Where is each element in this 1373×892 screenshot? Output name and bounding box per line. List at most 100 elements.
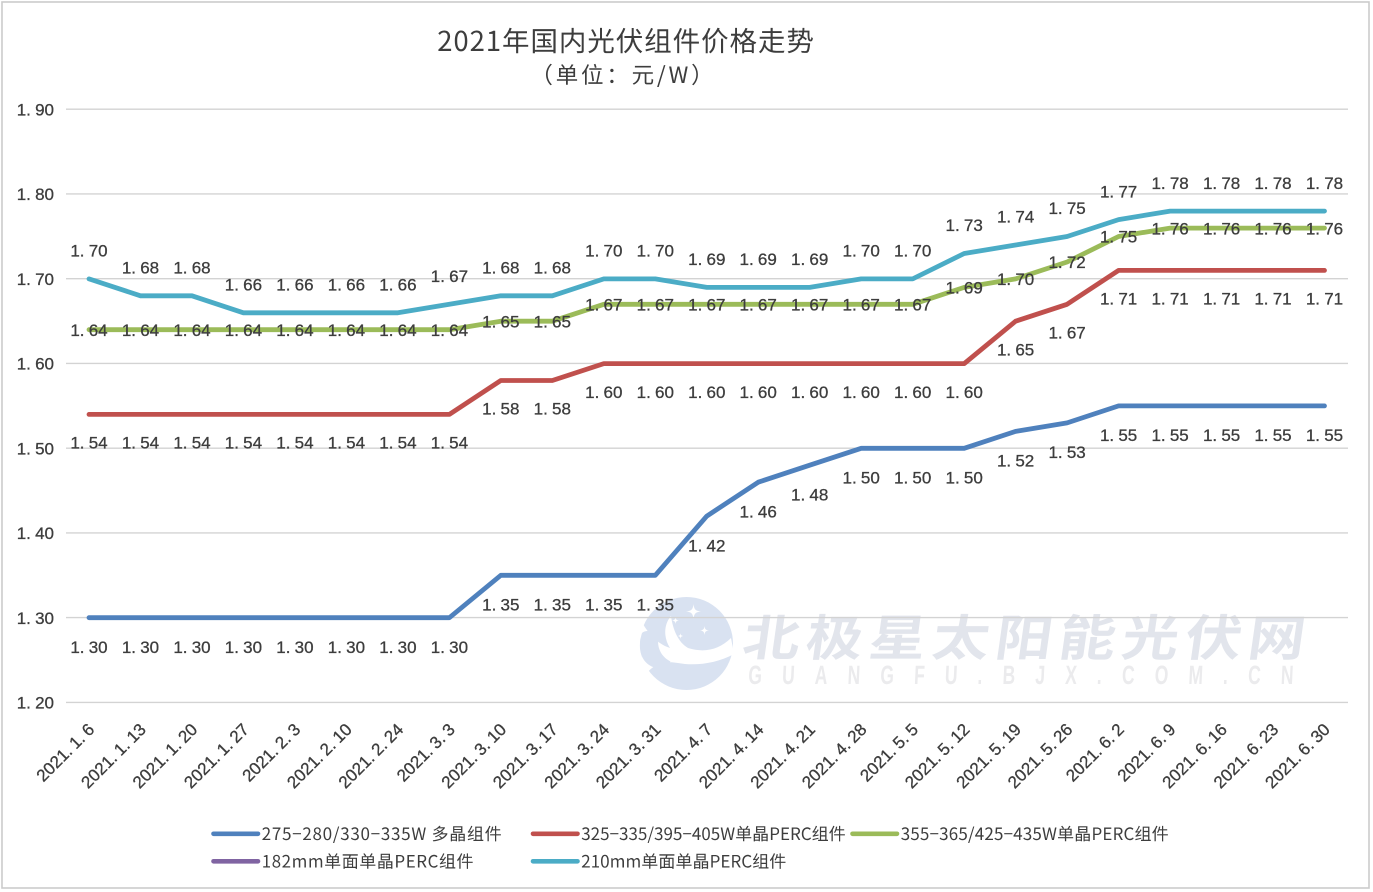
- svg-text:1.54: 1. 54: [379, 434, 416, 453]
- svg-text:1.42: 1. 42: [688, 536, 725, 555]
- svg-text:1.60: 1. 60: [946, 383, 983, 402]
- svg-text:1.54: 1. 54: [328, 434, 365, 453]
- svg-text:1.64: 1. 64: [328, 321, 365, 340]
- svg-text:1.60: 1. 60: [585, 383, 622, 402]
- svg-text:1.71: 1. 71: [1100, 290, 1137, 309]
- svg-text:1.64: 1. 64: [70, 321, 107, 340]
- svg-text:1.30: 1. 30: [70, 638, 107, 657]
- svg-text:1.70: 1. 70: [843, 242, 880, 261]
- svg-text:1.55: 1. 55: [1151, 426, 1188, 445]
- svg-text:1.30: 1. 30: [173, 638, 210, 657]
- svg-text:1.71: 1. 71: [1203, 290, 1240, 309]
- svg-text:1.60: 1. 60: [17, 355, 54, 374]
- svg-text:1.35: 1. 35: [585, 596, 622, 615]
- svg-text:1.78: 1. 78: [1254, 174, 1291, 193]
- svg-text:1.46: 1. 46: [740, 502, 777, 521]
- svg-text:1.67: 1. 67: [637, 296, 674, 315]
- svg-text:1.72: 1. 72: [1048, 253, 1085, 272]
- svg-text:1.68: 1. 68: [482, 259, 519, 278]
- svg-text:1.66: 1. 66: [379, 276, 416, 295]
- svg-text:1.66: 1. 66: [225, 276, 262, 295]
- svg-text:1.58: 1. 58: [482, 400, 519, 419]
- svg-text:1.40: 1. 40: [17, 524, 54, 543]
- svg-text:1.30: 1. 30: [17, 609, 54, 628]
- svg-text:1.54: 1. 54: [122, 434, 159, 453]
- svg-text:1.76: 1. 76: [1254, 219, 1291, 238]
- svg-text:1.71: 1. 71: [1306, 290, 1343, 309]
- svg-text:1.35: 1. 35: [637, 596, 674, 615]
- svg-text:1.70: 1. 70: [585, 242, 622, 261]
- svg-text:1.67: 1. 67: [688, 296, 725, 315]
- svg-text:1.60: 1. 60: [791, 383, 828, 402]
- svg-text:1.66: 1. 66: [328, 276, 365, 295]
- svg-text:1.30: 1. 30: [379, 638, 416, 657]
- svg-text:1.71: 1. 71: [1254, 290, 1291, 309]
- svg-text:1.68: 1. 68: [534, 259, 571, 278]
- svg-text:1.50: 1. 50: [946, 469, 983, 488]
- svg-text:1.78: 1. 78: [1151, 174, 1188, 193]
- svg-text:1.69: 1. 69: [946, 279, 983, 298]
- svg-text:1.55: 1. 55: [1306, 426, 1343, 445]
- svg-text:1.66: 1. 66: [276, 276, 313, 295]
- svg-text:1.64: 1. 64: [379, 321, 416, 340]
- svg-text:1.60: 1. 60: [637, 383, 674, 402]
- svg-text:GUANGFU.BJX.COM.CN: GUANGFU.BJX.COM.CN: [748, 660, 1315, 689]
- svg-text:1.55: 1. 55: [1254, 426, 1291, 445]
- svg-text:1.35: 1. 35: [482, 596, 519, 615]
- svg-text:1.75: 1. 75: [1100, 228, 1137, 247]
- svg-text:1.58: 1. 58: [534, 400, 571, 419]
- svg-text:1.64: 1. 64: [276, 321, 313, 340]
- svg-text:1.53: 1. 53: [1048, 443, 1085, 462]
- svg-text:1.35: 1. 35: [534, 596, 571, 615]
- svg-text:1.70: 1. 70: [70, 242, 107, 261]
- svg-text:1.64: 1. 64: [122, 321, 159, 340]
- svg-text:1.67: 1. 67: [1048, 324, 1085, 343]
- svg-text:1.30: 1. 30: [225, 638, 262, 657]
- svg-text:1.54: 1. 54: [225, 434, 262, 453]
- svg-text:1.30: 1. 30: [276, 638, 313, 657]
- svg-text:1.52: 1. 52: [997, 452, 1034, 471]
- svg-text:1.64: 1. 64: [225, 321, 262, 340]
- svg-text:1.30: 1. 30: [122, 638, 159, 657]
- svg-text:1.76: 1. 76: [1203, 219, 1240, 238]
- svg-text:1.30: 1. 30: [328, 638, 365, 657]
- svg-text:1.54: 1. 54: [276, 434, 313, 453]
- svg-text:1.70: 1. 70: [894, 242, 931, 261]
- svg-text:1.67: 1. 67: [585, 296, 622, 315]
- svg-text:1.70: 1. 70: [17, 270, 54, 289]
- svg-text:1.78: 1. 78: [1306, 174, 1343, 193]
- svg-text:1.64: 1. 64: [431, 321, 468, 340]
- svg-text:1.60: 1. 60: [688, 383, 725, 402]
- svg-text:1.60: 1. 60: [843, 383, 880, 402]
- svg-text:1.60: 1. 60: [740, 383, 777, 402]
- svg-text:1.77: 1. 77: [1100, 182, 1137, 201]
- svg-text:1.68: 1. 68: [122, 259, 159, 278]
- svg-text:1.55: 1. 55: [1203, 426, 1240, 445]
- svg-text:1.30: 1. 30: [431, 638, 468, 657]
- svg-text:1.78: 1. 78: [1203, 174, 1240, 193]
- svg-text:1.68: 1. 68: [173, 259, 210, 278]
- svg-text:1.90: 1. 90: [17, 100, 54, 119]
- svg-text:1.75: 1. 75: [1048, 199, 1085, 218]
- svg-text:1.54: 1. 54: [431, 434, 468, 453]
- svg-text:1.73: 1. 73: [946, 216, 983, 235]
- svg-text:1.76: 1. 76: [1306, 219, 1343, 238]
- svg-text:1.65: 1. 65: [534, 312, 571, 331]
- svg-text:1.67: 1. 67: [894, 296, 931, 315]
- svg-text:1.67: 1. 67: [791, 296, 828, 315]
- svg-text:1.67: 1. 67: [843, 296, 880, 315]
- svg-text:1.48: 1. 48: [791, 485, 828, 504]
- svg-text:1.70: 1. 70: [997, 270, 1034, 289]
- svg-text:1.69: 1. 69: [791, 250, 828, 269]
- svg-text:1.65: 1. 65: [482, 312, 519, 331]
- svg-text:1.80: 1. 80: [17, 185, 54, 204]
- svg-text:1.69: 1. 69: [688, 250, 725, 269]
- svg-text:1.54: 1. 54: [70, 434, 107, 453]
- svg-text:1.65: 1. 65: [997, 340, 1034, 359]
- svg-text:1.69: 1. 69: [740, 250, 777, 269]
- svg-text:1.64: 1. 64: [173, 321, 210, 340]
- svg-text:1.50: 1. 50: [17, 439, 54, 458]
- svg-text:1.50: 1. 50: [843, 469, 880, 488]
- svg-text:1.67: 1. 67: [740, 296, 777, 315]
- svg-text:1.67: 1. 67: [431, 267, 468, 286]
